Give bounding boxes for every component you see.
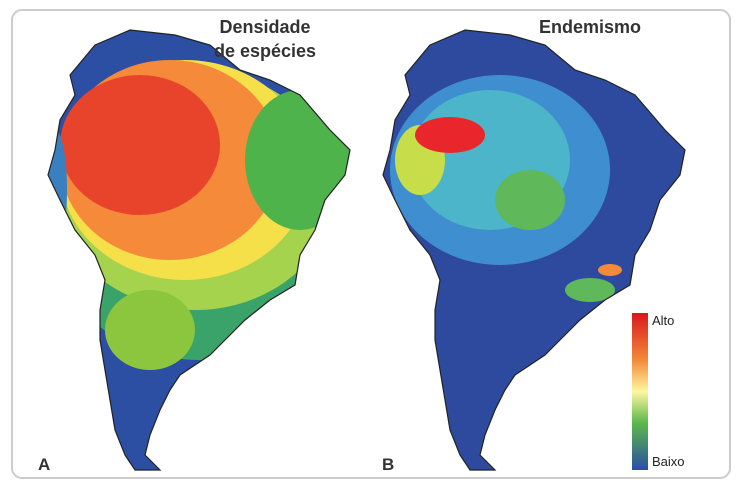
panel-title: Densidade xyxy=(219,17,310,37)
panel-title: Endemismo xyxy=(539,17,641,37)
map-density xyxy=(48,30,350,470)
panel-title: de espécies xyxy=(214,41,316,61)
panel-label: B xyxy=(382,455,394,474)
legend-high: Alto xyxy=(652,313,674,328)
panel-label: A xyxy=(38,455,50,474)
legend-bar xyxy=(632,313,648,470)
legend-low: Baixo xyxy=(652,454,685,469)
